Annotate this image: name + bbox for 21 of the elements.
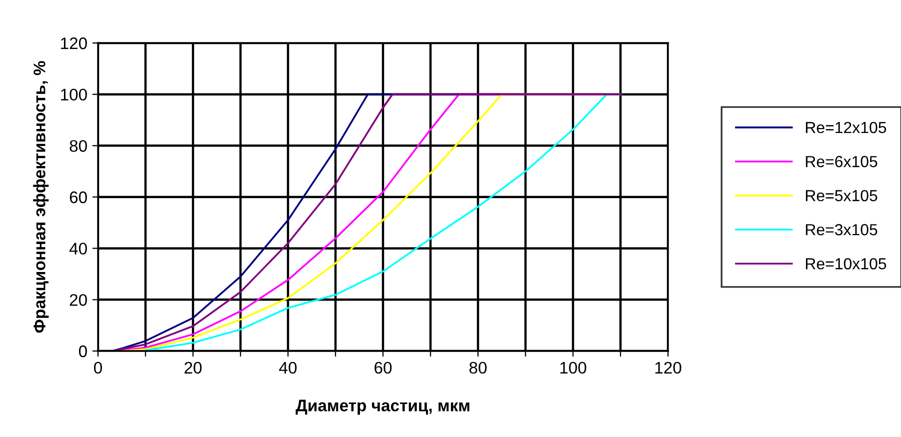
legend-label: Re=10x105 [806, 258, 886, 270]
y-tick-label: 80 [70, 140, 87, 152]
x-tick-label: 120 [655, 362, 682, 374]
y-tick-label: 120 [61, 37, 87, 50]
x-tick-label: 0 [94, 362, 102, 374]
x-tick-label: 100 [560, 362, 586, 374]
legend-label: Re=6x105 [806, 156, 878, 168]
legend-label: Re=12x105 [806, 122, 886, 134]
x-axis-title: Диаметр частиц, мкм [296, 400, 470, 415]
x-tick-label: 80 [469, 362, 487, 374]
y-tick-label: 40 [69, 242, 87, 255]
y-tick-label: 60 [70, 191, 87, 204]
x-tick-label: 40 [279, 362, 297, 374]
y-tick-label: 20 [70, 294, 87, 306]
legend-label: Re=3x105 [806, 224, 878, 236]
y-tick-label: 0 [78, 345, 87, 358]
y-tick-label: 100 [61, 88, 87, 101]
x-tick-label: 20 [184, 362, 202, 374]
x-tick-label: 60 [374, 362, 392, 374]
legend-label: Re=5x105 [806, 190, 878, 202]
y-axis-title: Фракционная эффективность, % [33, 61, 49, 333]
